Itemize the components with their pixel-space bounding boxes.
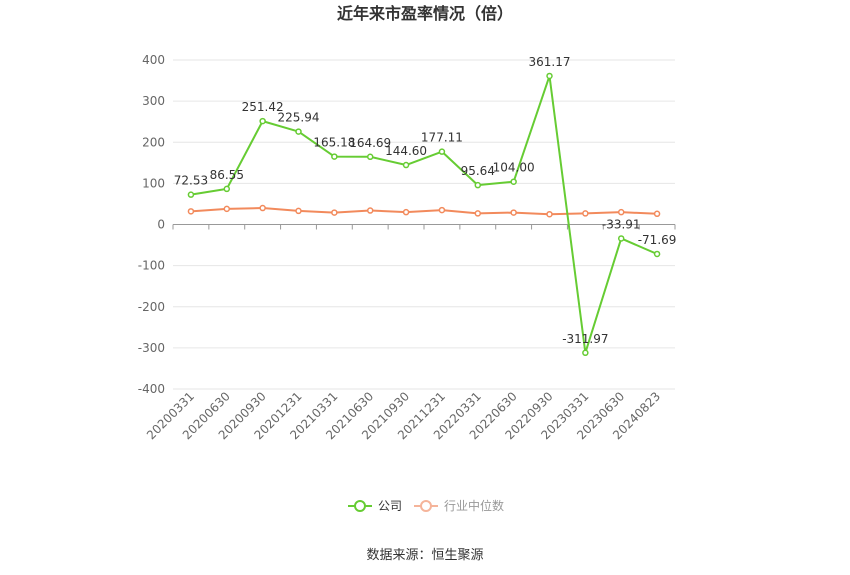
data-label: 104.00 bbox=[493, 161, 535, 175]
legend-label-industry: 行业中位数 bbox=[444, 498, 504, 513]
data-point-industry bbox=[295, 207, 302, 215]
data-label: 95.64 bbox=[461, 164, 495, 178]
data-point-industry bbox=[582, 210, 589, 217]
data-label: 72.53 bbox=[174, 174, 208, 188]
data-point-company bbox=[510, 178, 517, 185]
data-point-company bbox=[653, 250, 661, 258]
series-layer bbox=[187, 72, 661, 357]
series-line-industry bbox=[190, 207, 658, 216]
data-point-company bbox=[438, 148, 446, 155]
grid-layer bbox=[173, 59, 675, 390]
data-point-industry bbox=[366, 207, 374, 214]
data-label: -311.97 bbox=[562, 332, 608, 346]
data-point-company bbox=[223, 185, 231, 193]
data-point-industry bbox=[402, 208, 410, 216]
data-label: 144.60 bbox=[385, 144, 427, 158]
axis-layer: -400-300-200-100010020030040020200331202… bbox=[138, 53, 676, 442]
y-tick-label: -100 bbox=[138, 259, 165, 273]
y-tick-label: -200 bbox=[138, 300, 165, 314]
y-tick-label: -300 bbox=[138, 341, 165, 355]
y-tick-label: 300 bbox=[142, 94, 165, 108]
data-point-industry bbox=[546, 210, 553, 218]
legend: 公司 行业中位数 bbox=[348, 498, 504, 513]
y-tick-label: 0 bbox=[157, 218, 165, 232]
data-label: 225.94 bbox=[278, 111, 320, 125]
legend-item-company[interactable]: 公司 bbox=[348, 499, 402, 513]
legend-item-industry[interactable]: 行业中位数 bbox=[414, 498, 504, 513]
legend-marker-company bbox=[354, 500, 366, 512]
data-point-industry bbox=[223, 205, 231, 213]
data-label: 164.69 bbox=[349, 136, 391, 150]
data-point-company bbox=[366, 153, 374, 161]
data-label: 86.55 bbox=[210, 168, 244, 182]
data-point-industry bbox=[331, 209, 338, 216]
source-note: 数据来源：恒生聚源 bbox=[366, 548, 483, 563]
y-tick-label: -400 bbox=[138, 382, 165, 396]
data-point-company bbox=[582, 349, 589, 357]
y-tick-label: 100 bbox=[142, 176, 165, 190]
data-label: 177.11 bbox=[421, 131, 463, 145]
data-point-industry bbox=[187, 208, 195, 215]
data-point-company bbox=[546, 72, 553, 80]
data-label: -33.91 bbox=[602, 217, 641, 231]
legend-marker-industry bbox=[420, 500, 432, 512]
data-point-industry bbox=[653, 210, 661, 218]
data-point-industry bbox=[438, 206, 446, 214]
data-point-industry bbox=[617, 208, 625, 216]
data-point-company bbox=[617, 235, 625, 242]
series-line-company bbox=[190, 74, 658, 354]
data-point-industry bbox=[259, 204, 266, 212]
data-point-industry bbox=[474, 210, 482, 217]
data-label: 361.17 bbox=[529, 55, 571, 69]
chart-title: 近年来市盈率情况（倍） bbox=[337, 4, 513, 23]
data-label: -71.69 bbox=[638, 233, 677, 247]
data-point-company bbox=[402, 161, 410, 169]
data-point-company bbox=[331, 153, 338, 160]
data-label: 165.18 bbox=[313, 136, 355, 150]
y-tick-label: 200 bbox=[142, 135, 165, 149]
data-point-industry bbox=[510, 209, 517, 216]
legend-label-company: 公司 bbox=[378, 499, 402, 513]
data-point-company bbox=[259, 117, 266, 125]
data-label: 251.42 bbox=[242, 100, 284, 114]
data-point-company bbox=[474, 181, 482, 189]
data-point-company bbox=[187, 191, 195, 198]
data-point-company bbox=[295, 128, 302, 135]
y-tick-label: 400 bbox=[142, 53, 165, 67]
